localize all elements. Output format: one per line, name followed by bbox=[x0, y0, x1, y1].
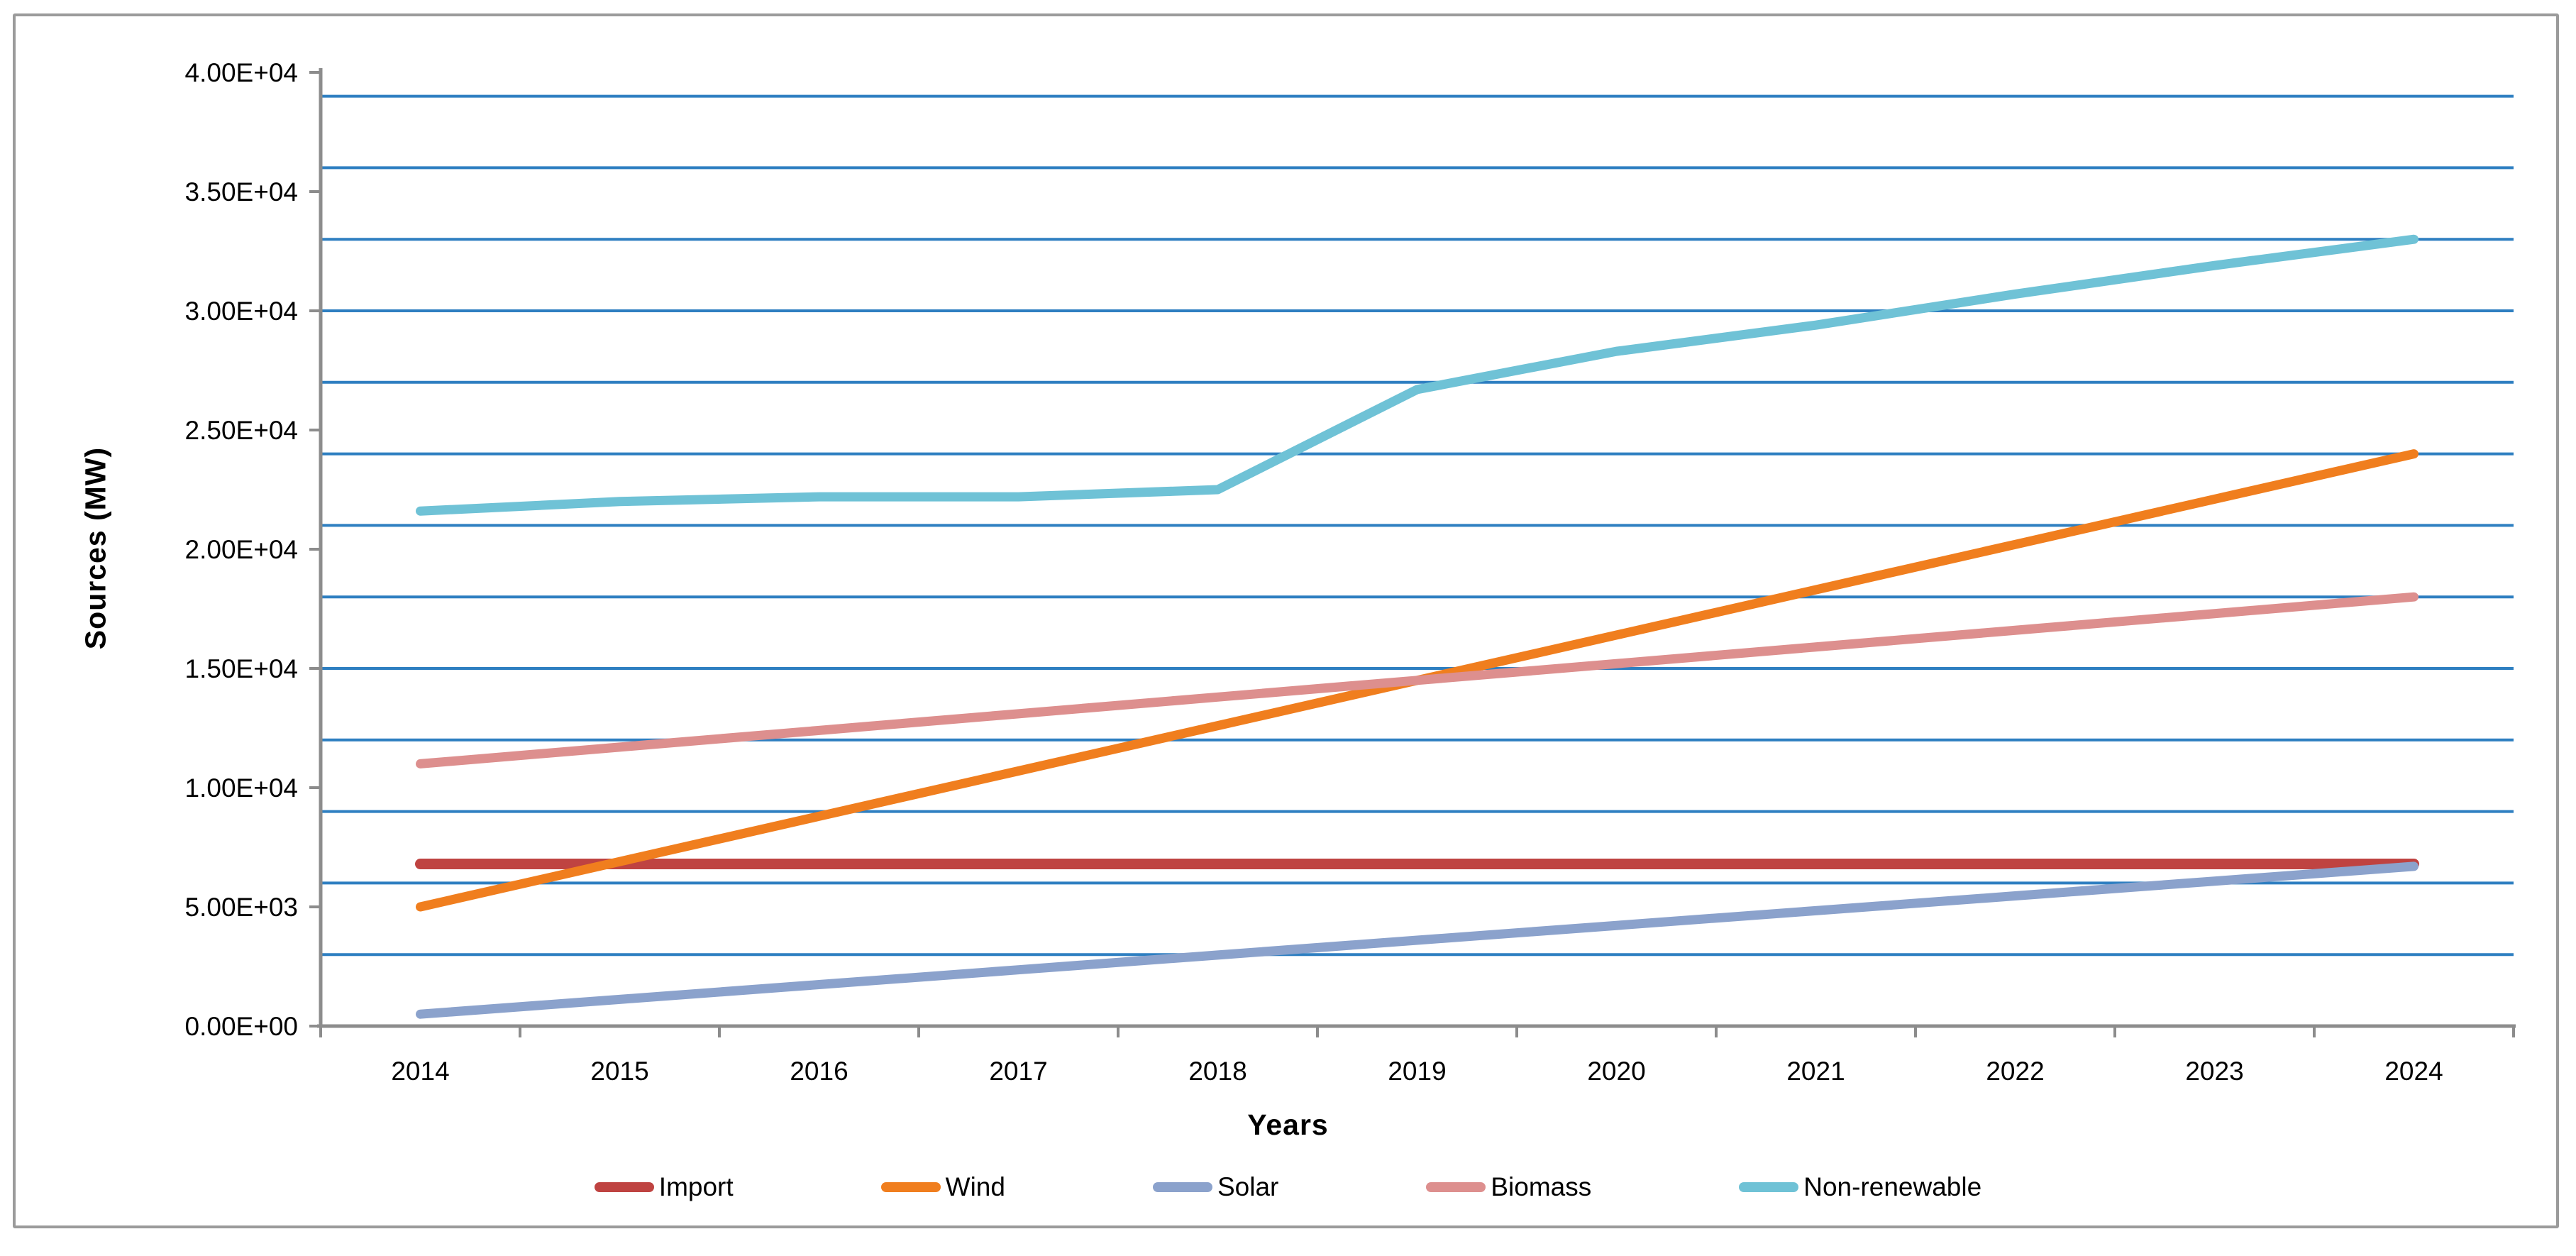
y-axis-tick-label: 0.00E+00 bbox=[185, 1012, 298, 1041]
legend-swatch-biomass bbox=[1426, 1182, 1486, 1192]
x-axis-tick-label: 2022 bbox=[1986, 1057, 2044, 1086]
y-axis-tick-label: 3.50E+04 bbox=[185, 177, 298, 206]
chart-legend: Import Wind Solar Biomass Non-renewable bbox=[0, 1172, 2576, 1202]
x-axis-tick-label: 2014 bbox=[391, 1057, 449, 1086]
legend-label-solar: Solar bbox=[1217, 1172, 1279, 1201]
y-axis-title: Sources (MW) bbox=[79, 446, 112, 650]
legend-label-wind: Wind bbox=[945, 1172, 1005, 1201]
series-line-non-renewable bbox=[416, 234, 2419, 516]
x-axis-title: Years bbox=[1247, 1108, 1329, 1141]
legend-swatch-solar bbox=[1152, 1182, 1212, 1192]
legend-label-import: Import bbox=[658, 1172, 734, 1201]
legend-label-non-renewable: Non-renewable bbox=[1803, 1172, 1982, 1201]
x-axis-tick-label: 2016 bbox=[790, 1057, 848, 1086]
x-axis-tick-label: 2020 bbox=[1587, 1057, 1645, 1086]
legend-item-non-renewable: Non-renewable bbox=[1739, 1172, 1981, 1202]
legend-swatch-import bbox=[594, 1182, 654, 1192]
series-line-biomass bbox=[416, 592, 2419, 769]
x-axis-tick-label: 2024 bbox=[2384, 1057, 2443, 1086]
series-line-solar bbox=[416, 861, 2419, 1019]
y-axis-tick-label: 1.00E+04 bbox=[185, 773, 298, 803]
x-axis-tick-label: 2021 bbox=[1786, 1057, 1845, 1086]
x-axis-tick-label: 2018 bbox=[1188, 1057, 1246, 1086]
y-axis-tick-label: 1.50E+04 bbox=[185, 654, 298, 683]
y-axis-tick-label: 2.50E+04 bbox=[185, 416, 298, 445]
legend-item-wind: Wind bbox=[880, 1172, 1005, 1202]
legend-item-biomass: Biomass bbox=[1426, 1172, 1591, 1202]
legend-swatch-non-renewable bbox=[1739, 1182, 1799, 1192]
y-axis-tick-label: 5.00E+03 bbox=[185, 893, 298, 922]
legend-item-import: Import bbox=[594, 1172, 734, 1202]
x-axis-tick-label: 2017 bbox=[989, 1057, 1047, 1086]
x-axis-tick-label: 2023 bbox=[2185, 1057, 2243, 1086]
legend-label-biomass: Biomass bbox=[1491, 1172, 1592, 1201]
x-axis-tick-label: 2019 bbox=[1388, 1057, 1446, 1086]
y-axis-tick-label: 2.00E+04 bbox=[185, 535, 298, 564]
legend-item-solar: Solar bbox=[1152, 1172, 1279, 1202]
y-axis-tick-label: 4.00E+04 bbox=[185, 58, 298, 87]
legend-swatch-wind bbox=[880, 1182, 941, 1192]
x-axis-tick-label: 2015 bbox=[590, 1057, 648, 1086]
y-axis-tick-label: 3.00E+04 bbox=[185, 297, 298, 326]
